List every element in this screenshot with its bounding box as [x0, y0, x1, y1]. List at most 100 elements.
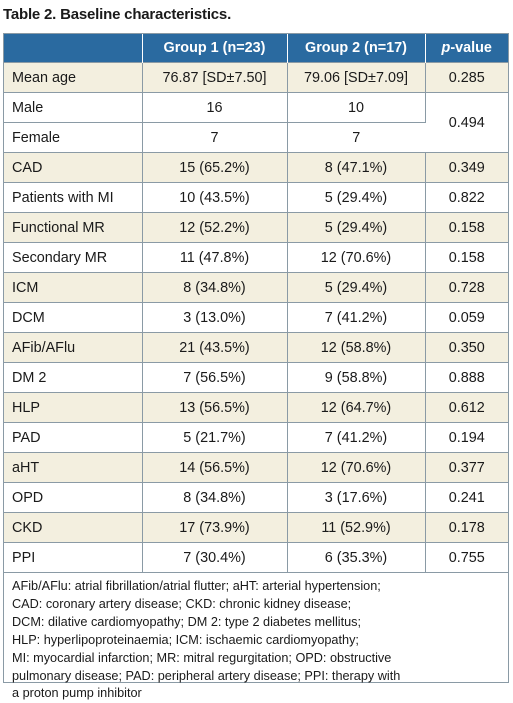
group1-cell: 5 (21.7%) — [142, 422, 288, 453]
group1-cell: 76.87 [SD±7.50] — [142, 62, 288, 93]
table-frame: Group 1 (n=23) Group 2 (n=17) p-value Me… — [3, 33, 509, 700]
pvalue-cell: 0.728 — [425, 272, 508, 303]
row-label: Male — [4, 92, 143, 123]
footnote-line: pulmonary disease; PAD: peripheral arter… — [12, 668, 401, 683]
group2-cell: 6 (35.3%) — [287, 542, 426, 572]
pvalue-cell: 0.349 — [425, 152, 508, 183]
group2-cell: 5 (29.4%) — [287, 182, 426, 213]
header-row: Group 1 (n=23) Group 2 (n=17) p-value — [4, 34, 508, 63]
group2-cell: 5 (29.4%) — [287, 212, 426, 243]
row-label: OPD — [4, 482, 143, 513]
row-label: AFib/AFlu — [4, 332, 143, 363]
group2-cell: 3 (17.6%) — [287, 482, 426, 513]
pvalue-cell: 0.822 — [425, 182, 508, 213]
pvalue-cell: 0.158 — [425, 212, 508, 243]
table-row: OPD 8 (34.8%) 3 (17.6%) 0.241 — [4, 482, 508, 513]
group1-cell: 13 (56.5%) — [142, 392, 288, 423]
group1-cell: 10 (43.5%) — [142, 182, 288, 213]
footnote-line: AFib/AFlu: atrial fibrillation/atrial fl… — [12, 579, 381, 593]
header-group2: Group 2 (n=17) — [287, 34, 426, 63]
group1-cell: 14 (56.5%) — [142, 452, 288, 483]
page: Table 2. Baseline characteristics. Group… — [3, 6, 509, 700]
group2-cell: 10 — [287, 92, 426, 123]
group2-cell: 79.06 [SD±7.09] — [287, 62, 426, 93]
table-row: aHT 14 (56.5%) 12 (70.6%) 0.377 — [4, 452, 508, 483]
pvalue-cell: 0.377 — [425, 452, 508, 483]
group1-cell: 8 (34.8%) — [142, 272, 288, 303]
table-row: ICM 8 (34.8%) 5 (29.4%) 0.728 — [4, 272, 508, 303]
table-row: CAD 15 (65.2%) 8 (47.1%) 0.349 — [4, 152, 508, 183]
table-row: Male 16 10 0.494 — [4, 92, 508, 153]
pvalue-cell: 0.178 — [425, 512, 508, 543]
header-label — [4, 34, 143, 63]
table-row: DCM 3 (13.0%) 7 (41.2%) 0.059 — [4, 302, 508, 333]
pvalue-cell: 0.888 — [425, 362, 508, 393]
row-label: ICM — [4, 272, 143, 303]
group1-cell: 7 (56.5%) — [142, 362, 288, 393]
footnote-line: a proton pump inhibitor — [12, 686, 142, 701]
pvalue-cell: 0.059 — [425, 302, 508, 333]
row-label: aHT — [4, 452, 143, 483]
group2-cell: 7 — [287, 122, 425, 153]
pvalue-cell: 0.285 — [425, 62, 508, 93]
table-row: DM 2 7 (56.5%) 9 (58.8%) 0.888 — [4, 362, 508, 393]
pvalue-cell: 0.612 — [425, 392, 508, 423]
group2-cell: 5 (29.4%) — [287, 272, 426, 303]
footnote-line: DCM: dilative cardiomyopathy; DM 2: type… — [12, 614, 362, 629]
group2-cell: 12 (70.6%) — [287, 452, 426, 483]
header-pvalue-rest: -value — [450, 40, 492, 56]
header-pvalue: p-value — [425, 34, 508, 63]
row-label: Mean age — [4, 62, 143, 93]
row-label: PPI — [4, 542, 143, 572]
table-row: Patients with MI 10 (43.5%) 5 (29.4%) 0.… — [4, 182, 508, 213]
group2-cell: 9 (58.8%) — [287, 362, 426, 393]
header-group1: Group 1 (n=23) — [142, 34, 288, 63]
row-label: Functional MR — [4, 212, 143, 243]
table-title: Table 2. Baseline characteristics. — [3, 6, 232, 23]
baseline-table: Group 1 (n=23) Group 2 (n=17) p-value Me… — [4, 34, 508, 572]
pvalue-cell: 0.241 — [425, 482, 508, 513]
group1-cell: 15 (65.2%) — [142, 152, 288, 183]
group1-cell: 17 (73.9%) — [142, 512, 288, 543]
table-row: HLP 13 (56.5%) 12 (64.7%) 0.612 — [4, 392, 508, 423]
row-label: HLP — [4, 392, 143, 423]
table-row: Female 7 7 — [4, 122, 508, 153]
group2-cell: 8 (47.1%) — [287, 152, 426, 183]
group1-cell: 8 (34.8%) — [142, 482, 288, 513]
group1-cell: 21 (43.5%) — [142, 332, 288, 363]
table-row: Secondary MR 11 (47.8%) 12 (70.6%) 0.158 — [4, 242, 508, 273]
row-label: Female — [4, 122, 143, 153]
group1-cell: 7 — [142, 122, 288, 153]
pvalue-cell: 0.755 — [425, 542, 508, 572]
table-footnote: AFib/AFlu: atrial fibrillation/atrial fl… — [4, 572, 508, 700]
row-label: DCM — [4, 302, 143, 333]
row-label: Patients with MI — [4, 182, 143, 213]
row-label: DM 2 — [4, 362, 143, 393]
footnote-line: MI: myocardial infarction; MR: mitral re… — [12, 650, 392, 665]
table-row: PPI 7 (30.4%) 6 (35.3%) 0.755 — [4, 542, 508, 572]
pvalue-cell: 0.350 — [425, 332, 508, 363]
group1-cell: 3 (13.0%) — [142, 302, 288, 333]
row-label: PAD — [4, 422, 143, 453]
table-row: PAD 5 (21.7%) 7 (41.2%) 0.194 — [4, 422, 508, 453]
pvalue-cell: 0.194 — [425, 422, 508, 453]
group2-cell: 12 (58.8%) — [287, 332, 426, 363]
pvalue-cell: 0.494 — [425, 92, 508, 153]
group2-cell: 12 (64.7%) — [287, 392, 426, 423]
row-label: CAD — [4, 152, 143, 183]
header-pvalue-italic: p — [441, 40, 451, 56]
group1-cell: 11 (47.8%) — [142, 242, 288, 273]
pvalue-cell: 0.158 — [425, 242, 508, 273]
row-label: CKD — [4, 512, 143, 543]
group2-cell: 12 (70.6%) — [287, 242, 426, 273]
row-label: Secondary MR — [4, 242, 143, 273]
table-row: AFib/AFlu 21 (43.5%) 12 (58.8%) 0.350 — [4, 332, 508, 363]
table-row: Functional MR 12 (52.2%) 5 (29.4%) 0.158 — [4, 212, 508, 243]
footnote-line: HLP: hyperlipoproteinaemia; ICM: ischaem… — [12, 632, 359, 647]
group1-cell: 7 (30.4%) — [142, 542, 288, 572]
group2-cell: 7 (41.2%) — [287, 422, 426, 453]
group2-cell: 7 (41.2%) — [287, 302, 426, 333]
table-row: CKD 17 (73.9%) 11 (52.9%) 0.178 — [4, 512, 508, 543]
group1-cell: 16 — [142, 92, 288, 123]
table-row: Mean age 76.87 [SD±7.50] 79.06 [SD±7.09]… — [4, 62, 508, 93]
